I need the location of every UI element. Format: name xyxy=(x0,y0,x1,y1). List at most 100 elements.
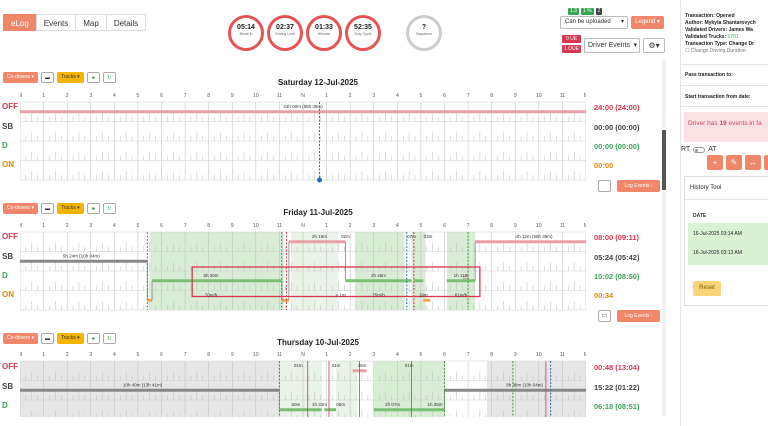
alert-prefix: Driver has xyxy=(688,120,720,127)
reset-button[interactable]: Reset xyxy=(693,281,721,296)
trucks-button[interactable]: Trucks ▾ xyxy=(56,333,84,344)
hour-label: 6 xyxy=(443,223,446,229)
validated-trucks: Validated Trucks: 1701 xyxy=(685,34,739,40)
co-drivers-button[interactable]: Co-drivers ▾ xyxy=(3,203,38,214)
scrollbar-track[interactable] xyxy=(662,60,666,416)
history-row[interactable]: 16-Jul-2025 03:13 AM xyxy=(693,250,742,256)
legend-button[interactable]: Legend ▾ xyxy=(631,16,664,29)
tab-details[interactable]: Details xyxy=(105,14,147,31)
history-date-header: DATE xyxy=(693,213,707,219)
upload-status-select[interactable]: Can be uploaded ▾ xyxy=(560,16,628,29)
co-drivers-label: Co-drivers xyxy=(7,335,31,341)
hour-label: 5 xyxy=(420,223,423,229)
pencil-icon: ✎ xyxy=(730,158,738,167)
segment-label: 70m/h xyxy=(205,293,218,298)
truck-icon[interactable]: ▬ xyxy=(40,203,54,214)
tab-events[interactable]: Events xyxy=(35,14,77,31)
add-button[interactable]: + xyxy=(707,155,723,170)
ue-badge: 0 UE xyxy=(562,35,581,43)
rt-at-toggle[interactable] xyxy=(693,146,706,153)
segment-label: 35m xyxy=(358,363,367,368)
truck-icon[interactable]: ▬ xyxy=(40,333,54,344)
tree-icon[interactable]: ♣ xyxy=(86,72,100,83)
hour-label: 5 xyxy=(420,352,423,358)
alert-count: 19 xyxy=(719,120,727,127)
hour-label: 8 xyxy=(490,223,493,229)
status-on-label: ON xyxy=(2,290,14,299)
hour-label: M xyxy=(20,352,22,358)
tab-map[interactable]: Map xyxy=(75,14,107,31)
shift-button[interactable]: ↔ xyxy=(745,155,761,170)
hour-label: 10 xyxy=(536,223,542,229)
tree-icon[interactable]: ♣ xyxy=(86,333,100,344)
hour-label: 10 xyxy=(253,352,259,358)
tab-elog[interactable]: eLog xyxy=(3,14,37,31)
change-driving-option[interactable]: ☐ Change Driving Duration xyxy=(685,48,746,54)
hour-label: 11 xyxy=(277,223,282,229)
timer-label: Window xyxy=(317,32,331,36)
hour-label: 9 xyxy=(231,352,234,358)
hour-label: 7 xyxy=(184,93,187,99)
hour-label: 7 xyxy=(184,352,187,358)
settings-button[interactable]: ⚙▾ xyxy=(643,38,665,53)
day-title: Saturday 12-Jul-2025 xyxy=(277,78,359,87)
refresh-icon[interactable]: ↻ xyxy=(102,72,116,83)
hour-label: 2 xyxy=(349,223,352,229)
trucks-label: Trucks xyxy=(60,205,76,211)
total-off: 24:00 (24:00) xyxy=(594,103,640,112)
version-badge: 1.3 xyxy=(568,8,579,15)
hour-label: 2 xyxy=(349,352,352,358)
segment-label: 2h 07m xyxy=(385,402,400,407)
truck-icon[interactable]: ▬ xyxy=(40,72,54,83)
transaction-status: Transaction: Opened xyxy=(685,13,735,19)
start-transaction-label: Start transaction from date: xyxy=(685,94,751,100)
hour-label: 3 xyxy=(89,93,92,99)
total-d: 00:00 (00:00) xyxy=(594,142,640,151)
percent-badge: 1 % xyxy=(580,8,594,15)
more-button[interactable]: ▮ xyxy=(764,155,768,170)
hour-label: 10 xyxy=(253,223,259,229)
timer-value: 01:33 xyxy=(315,24,333,31)
hour-label: 3 xyxy=(372,352,375,358)
refresh-icon[interactable]: ↻ xyxy=(102,203,116,214)
hour-label: 9 xyxy=(231,93,234,99)
trucks-button[interactable]: Trucks ▾ xyxy=(56,72,84,83)
hour-label: 10 xyxy=(536,93,542,99)
log-events-button[interactable]: Log Events › xyxy=(617,310,660,322)
legend-label: Legend xyxy=(635,19,656,25)
timer-value: 02:37 xyxy=(276,24,294,31)
timer-value: 05:14 xyxy=(237,24,255,31)
copy-icon[interactable] xyxy=(598,180,611,192)
co-drivers-button[interactable]: Co-drivers ▾ xyxy=(3,72,38,83)
comment-icon[interactable]: ▭ xyxy=(598,310,611,322)
tree-icon[interactable]: ♣ xyxy=(86,203,100,214)
upload-status-value: Can be uploaded xyxy=(565,19,611,25)
hour-label: 5 xyxy=(137,223,140,229)
driver-events-select[interactable]: Driver Events ▾ xyxy=(584,38,640,53)
hour-label: 4 xyxy=(396,93,399,99)
hour-label: 11 xyxy=(277,352,282,358)
hour-label: N xyxy=(301,352,305,358)
total-off: 08:00 (09:11) xyxy=(594,233,640,242)
day-controls: Co-drivers ▾ ▬ Trucks ▾ ♣ ↻ xyxy=(3,333,116,344)
history-row[interactable]: 16-Jul-2025 03:14 AM xyxy=(693,231,742,237)
co-drivers-button[interactable]: Co-drivers ▾ xyxy=(3,333,38,344)
hour-label: 1 xyxy=(325,352,328,358)
scrollbar-thumb[interactable] xyxy=(662,130,666,190)
hour-label: 5 xyxy=(420,93,423,99)
timer-sequence[interactable]: ? Sequence xyxy=(406,15,442,51)
history-tool: History Tool DATE 16-Jul-2025 03:14 AM 1… xyxy=(684,176,768,306)
hour-label: 1 xyxy=(325,223,328,229)
refresh-icon[interactable]: ↻ xyxy=(102,333,116,344)
log-events-label: Log Events xyxy=(624,183,650,189)
segment-label: 5h 24m (10h 04m) xyxy=(63,254,100,259)
trucks-button[interactable]: Trucks ▾ xyxy=(56,203,84,214)
hour-label: 7 xyxy=(467,352,470,358)
edit-button[interactable]: ✎ xyxy=(726,155,742,170)
hour-label: 3 xyxy=(372,93,375,99)
log-events-button[interactable]: Log Events › xyxy=(617,180,660,192)
hour-label: 2 xyxy=(349,93,352,99)
trucks-label: Trucks xyxy=(60,335,76,341)
status-d-label: D xyxy=(2,141,8,150)
checkbox-icon[interactable]: ☐ xyxy=(685,48,690,54)
